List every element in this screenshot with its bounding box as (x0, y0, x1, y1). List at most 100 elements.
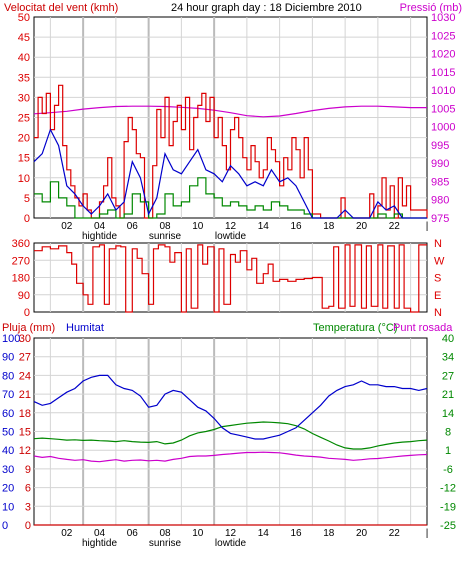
rain-tick-label: 30 (19, 333, 31, 345)
pressure-tick-label: 990 (431, 158, 449, 170)
rain-tick-label: 24 (19, 370, 31, 382)
rain-tick-label: 27 (19, 352, 31, 364)
hour-tick-label: 08 (159, 221, 171, 232)
rain-humidity-temperature-panel: 0102030405060708090100036912151821242730… (2, 333, 456, 549)
wind-speed-tick-label: 20 (18, 133, 30, 145)
end-tick-label: | (426, 221, 429, 232)
wind-direction-degree-label: 90 (18, 290, 30, 302)
humidity-tick-label: 90 (2, 352, 14, 364)
wind-speed-tick-label: 35 (18, 72, 30, 84)
hour-tick-label: 18 (323, 221, 335, 232)
wind-speed-tick-label: 0 (24, 213, 30, 225)
compass-direction-label: S (434, 273, 441, 285)
rain-tick-label: 21 (19, 389, 31, 401)
pressure-tick-label: 985 (431, 176, 449, 188)
humidity-tick-label: 20 (2, 483, 14, 495)
humidity-tick-label: 30 (2, 464, 14, 476)
dewpoint-label: Punt rosada (393, 322, 453, 334)
wind-speed-axis: 0 5 10 15 20 25 30 35 40 45 50 (18, 12, 30, 225)
wind-direction-series (34, 244, 427, 313)
wind-direction-degree-label: 360 (12, 238, 30, 250)
wind-speed-label: Velocitat del vent (kmh) (4, 2, 118, 14)
temperature-tick-label: 21 (442, 389, 454, 401)
wind-direction-degrees-axis: 0 90 180 270 360 (12, 238, 30, 319)
hour-tick-label: 10 (192, 221, 204, 232)
hour-tick-label: 14 (258, 528, 270, 539)
pressure-series (33, 105, 427, 118)
wind-direction-lines (34, 244, 427, 313)
hour-tick-label: 16 (290, 221, 302, 232)
temperature-tick-label: -19 (440, 501, 456, 513)
rain-tick-label: 18 (19, 408, 31, 420)
wind-speed-tick-label: 10 (18, 173, 30, 185)
hour-tick-label: 04 (94, 221, 106, 232)
rain-tick-label: 3 (25, 501, 31, 513)
hour-tick-label: 10 (192, 528, 204, 539)
humidity-tick-label: 40 (2, 445, 14, 457)
rain-humidity-temperature-x-axis: 02 04 06 08 10 12 14 16 18 20 22 | hightide sunrise lo… (61, 528, 428, 549)
rain-tick-label: 15 (19, 427, 31, 439)
graph-title: 24 hour graph day : 18 Diciembre 2010 (171, 2, 362, 14)
wind-direction-degree-label: 0 (24, 307, 30, 319)
hour-tick-label: 20 (356, 221, 368, 232)
temperature-axis: -25 -19 -12 -6 1 8 14 21 27 34 40 (440, 333, 456, 532)
hour-tick-label: 04 (94, 528, 106, 539)
compass-direction-label: E (434, 290, 441, 302)
tide-sun-marker-label: hightide (82, 231, 117, 242)
rain-humidity-temperature-grid (34, 338, 427, 525)
pressure-tick-label: 1000 (431, 122, 455, 134)
hour-tick-label: 02 (61, 528, 73, 539)
rain-tick-label: 6 (25, 483, 31, 495)
hour-tick-label: 20 (356, 528, 368, 539)
temperature-series (33, 421, 428, 450)
hour-tick-label: 14 (258, 221, 270, 232)
hour-tick-label: 08 (159, 528, 171, 539)
humidity-tick-label: 60 (2, 408, 14, 420)
hour-tick-label: 06 (127, 221, 139, 232)
hour-tick-label: 22 (389, 528, 401, 539)
humidity-series (33, 374, 428, 440)
pressure-tick-label: 1010 (431, 85, 455, 97)
hour-tick-label: 12 (225, 528, 237, 539)
rain-tick-label: 0 (25, 520, 31, 532)
hour-tick-label: 18 (323, 528, 335, 539)
compass-direction-label: N (434, 307, 442, 319)
wind-speed-tick-label: 40 (18, 52, 30, 64)
tide-sun-marker-label: hightide (82, 538, 117, 549)
tide-sun-marker-label: sunrise (149, 231, 182, 242)
temperature-tick-label: 1 (445, 445, 451, 457)
wind-pressure-x-axis: 02 04 06 08 10 12 14 16 18 20 22 | hightide sunrise lo… (61, 221, 428, 242)
pressure-tick-label: 1025 (431, 30, 455, 42)
hour-tick-label: 12 (225, 221, 237, 232)
humidity-tick-label: 80 (2, 370, 14, 382)
temperature-tick-label: -25 (440, 520, 456, 532)
wind-speed-tick-label: 45 (18, 32, 30, 44)
wind-speed-tick-label: 5 (24, 193, 30, 205)
pressure-tick-label: 1005 (431, 103, 455, 115)
pressure-tick-label: 1020 (431, 49, 455, 61)
pressure-tick-label: 980 (431, 195, 449, 207)
temperature-tick-label: 27 (442, 370, 454, 382)
rain-label: Pluja (mm) (2, 322, 55, 334)
wind-direction-degree-label: 180 (12, 273, 30, 285)
wind-average-series (33, 128, 427, 219)
compass-direction-label: W (434, 255, 445, 267)
temperature-label: Temperatura (°C) (313, 322, 397, 334)
hour-tick-label: 16 (290, 528, 302, 539)
dewpoint-series (33, 451, 428, 463)
wind-speed-tick-label: 50 (18, 12, 30, 24)
temperature-tick-label: -12 (440, 483, 456, 495)
temperature-tick-label: 8 (445, 427, 451, 439)
humidity-tick-label: 100 (2, 333, 20, 345)
pressure-tick-label: 1030 (431, 12, 455, 24)
humidity-tick-label: 10 (2, 501, 14, 513)
humidity-tick-label: 70 (2, 389, 14, 401)
humidity-tick-label: 50 (2, 427, 14, 439)
wind-speed-tick-label: 15 (18, 153, 30, 165)
tide-sun-marker-label: lowtide (215, 538, 247, 549)
wind-speed-tick-label: 25 (18, 113, 30, 125)
rain-humidity-axes: 0 10 20 30 40 50 60 70 80 90 100 0 3 6 9 12 15 18 21 24 27 30 (2, 333, 31, 532)
pressure-axis: 975 980 985 990 995 1000 1005 1010 1015 1020 1025 1… (431, 12, 455, 225)
